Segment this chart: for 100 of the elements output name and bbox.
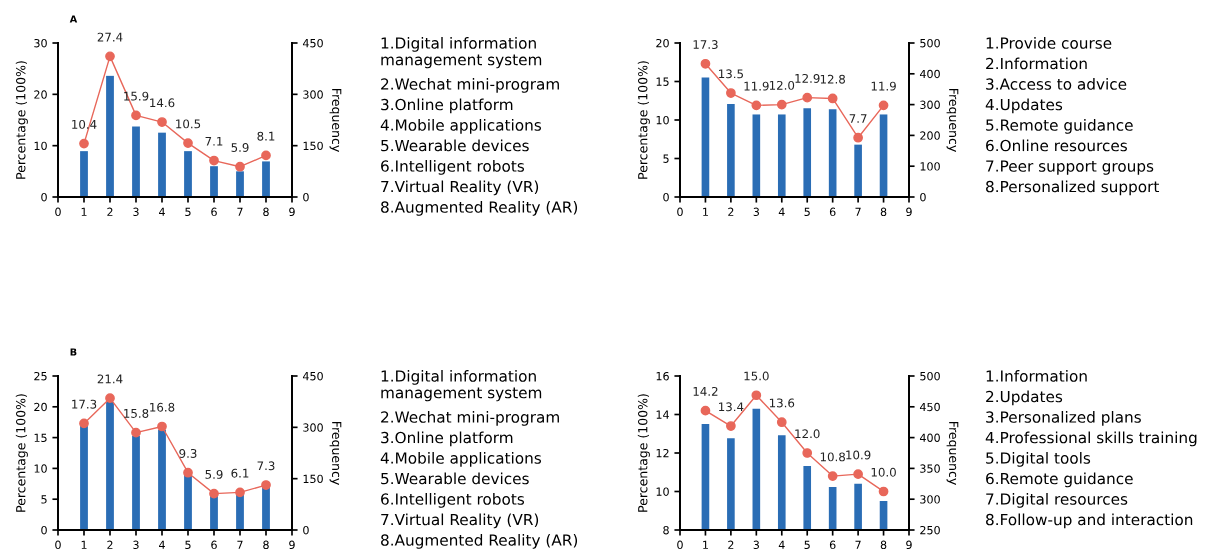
text: 6.Remote guidance: [986, 472, 1133, 488]
point: [700, 58, 711, 69]
data-label: 7.1: [205, 136, 223, 146]
text: 2.Information: [986, 57, 1087, 70]
text: 5.Wearable devices: [381, 472, 529, 485]
text: 6.Intelligent robots: [381, 493, 525, 508]
y-tick-label: 5: [41, 495, 47, 504]
point: [235, 161, 245, 172]
y2-tick-label: 200: [920, 131, 940, 140]
y2-tick-label: 150: [303, 474, 323, 484]
data-label: 5.9: [231, 143, 249, 152]
x-tick-label: 9: [289, 540, 295, 550]
y-tick-label: 8: [663, 525, 669, 535]
y2-tick-label: 300: [303, 90, 323, 99]
y-tick-label: 25: [34, 371, 47, 381]
point: [79, 138, 89, 149]
y-tick-label: 10: [656, 487, 669, 496]
data-label: 16.8: [150, 402, 175, 412]
y-tick-label: 0: [663, 192, 669, 202]
point: [700, 405, 711, 416]
x-tick-label: 7: [855, 540, 861, 549]
y-tick-label: 0: [41, 525, 47, 535]
bar: [701, 77, 710, 197]
point: [751, 390, 762, 401]
x-tick-label: 6: [829, 207, 836, 217]
data-label: 27.4: [97, 32, 123, 42]
data-label: 10.0: [871, 467, 896, 477]
text: 8.Follow-up and interaction: [986, 513, 1193, 529]
bar: [106, 402, 114, 530]
point: [802, 448, 813, 458]
text: 4.Updates: [985, 98, 1063, 114]
y2-tick-label: 0: [920, 192, 926, 202]
y2-axis-title: Frequency: [329, 421, 342, 485]
y2-tick-label: 150: [303, 141, 323, 151]
x-tick-label: 7: [237, 540, 243, 549]
x-tick-label: 3: [133, 540, 139, 550]
bar: [803, 108, 812, 197]
data-label: 11.9: [744, 81, 769, 91]
data-label: 13.5: [719, 69, 743, 79]
data-label: 17.3: [693, 40, 718, 49]
chart-title: B: [70, 348, 77, 356]
data-label: 7.3: [257, 461, 275, 471]
y-tick-label: 16: [656, 371, 669, 381]
text: 3.Personalized plans: [986, 411, 1141, 426]
x-tick-label: 0: [677, 540, 683, 550]
x-tick-label: 5: [804, 540, 810, 550]
x-tick-label: 1: [703, 540, 708, 549]
x-tick-label: 9: [906, 207, 912, 217]
text: 4.Professional skills training: [985, 431, 1197, 447]
x-tick-label: 8: [880, 540, 887, 550]
point: [726, 421, 736, 431]
y2-tick-label: 0: [303, 525, 309, 535]
point: [776, 99, 787, 110]
bar: [828, 109, 837, 197]
text: 7.Virtual Reality (VR): [381, 513, 539, 529]
x-tick-label: 8: [263, 540, 269, 550]
y2-tick-label: 300: [920, 100, 940, 109]
text: 7.Virtual Reality (VR): [381, 180, 539, 196]
y2-tick-label: 300: [303, 423, 323, 432]
x-tick-label: 5: [185, 540, 191, 550]
x-tick-label: 5: [804, 207, 810, 217]
point: [853, 469, 863, 480]
data-label: 11.9: [871, 81, 896, 91]
point: [79, 418, 89, 429]
text: 2.Wechat mini-program: [381, 411, 559, 426]
text: 8.Augmented Reality (AR): [381, 201, 578, 216]
point: [157, 421, 167, 432]
point: [726, 88, 736, 98]
point: [261, 480, 271, 490]
bar: [777, 114, 786, 197]
y-tick-label: 12: [656, 448, 669, 458]
point: [105, 51, 115, 62]
bar: [262, 486, 270, 530]
y2-axis-title: Frequency: [329, 88, 342, 152]
text: 2.Wechat mini-program: [381, 78, 559, 93]
text: 6.Intelligent robots: [381, 160, 525, 175]
bar: [727, 103, 735, 197]
point: [209, 155, 219, 166]
data-label: 7.7: [849, 114, 867, 123]
y2-tick-label: 300: [920, 495, 940, 504]
y-tick-label: 20: [656, 38, 669, 48]
point: [131, 427, 141, 438]
text: 1.Provide course: [986, 37, 1112, 49]
y2-tick-label: 400: [919, 433, 940, 442]
bar: [236, 171, 244, 197]
bar: [184, 151, 192, 197]
text: 8.Augmented Reality (AR): [381, 534, 578, 549]
point: [878, 100, 889, 111]
text: 2.Updates: [986, 390, 1063, 406]
x-tick-label: 9: [289, 207, 295, 217]
data-label: 6.1: [231, 468, 249, 478]
text: 7.Digital resources: [986, 493, 1128, 508]
data-label: 10.4: [72, 119, 97, 129]
y-tick-label: 10: [34, 141, 47, 151]
y2-tick-label: 450: [302, 38, 323, 48]
text: 4.Mobile applications: [380, 452, 542, 467]
data-label: 10.5: [176, 119, 201, 129]
bar: [210, 166, 218, 197]
point: [853, 132, 863, 143]
text: 3.Access to advice: [986, 78, 1127, 90]
